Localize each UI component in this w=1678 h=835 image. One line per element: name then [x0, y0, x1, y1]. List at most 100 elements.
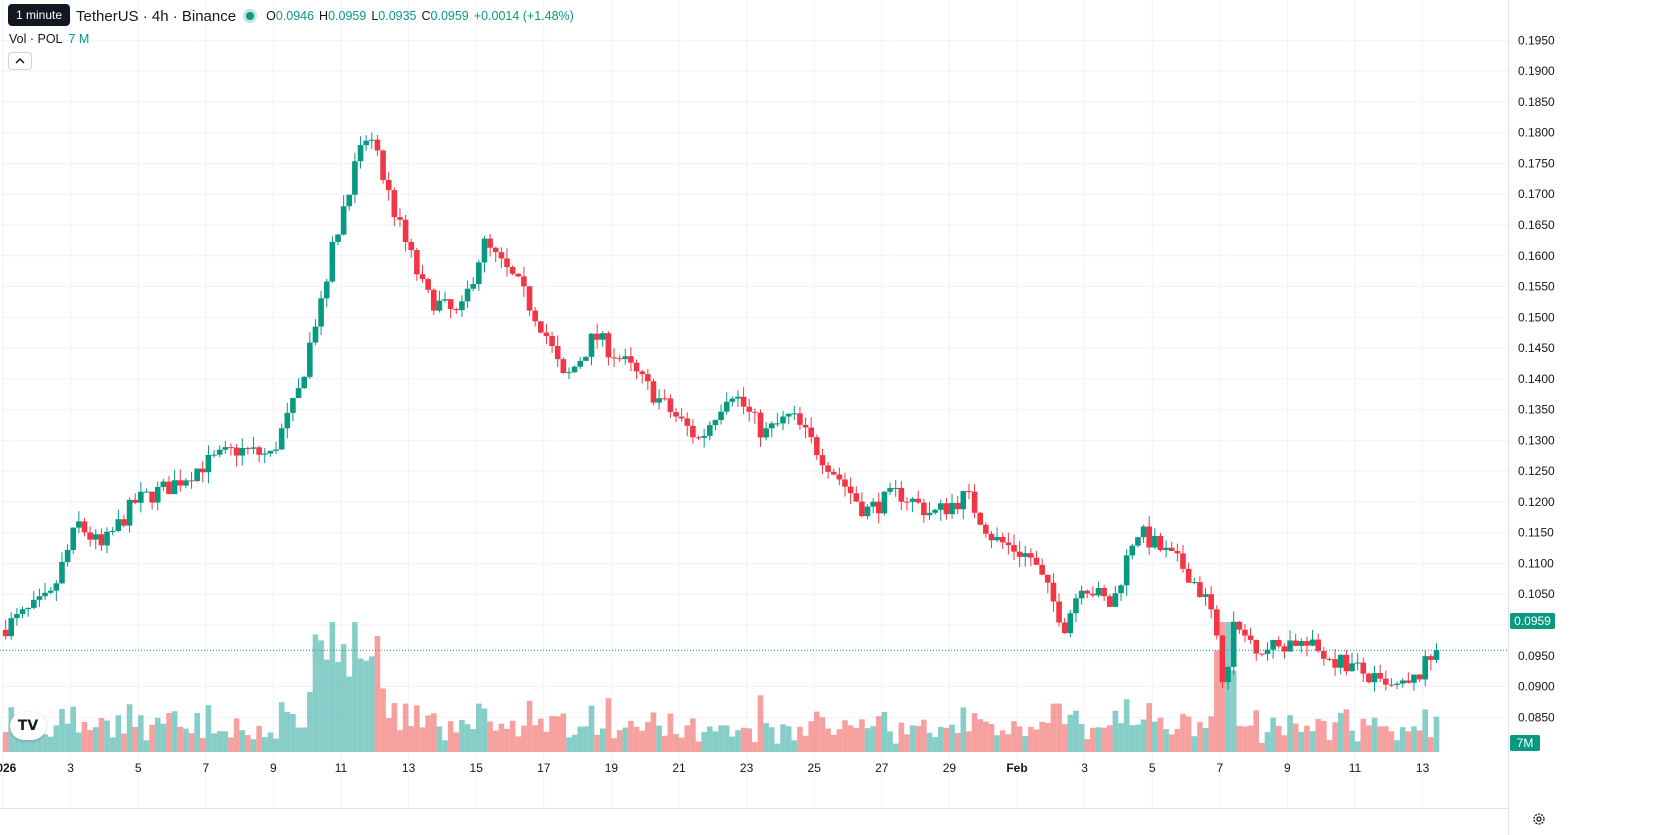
time-tick-label: 7 [1216, 761, 1223, 775]
candle-body [594, 333, 600, 340]
candle-body [757, 412, 764, 438]
candle-body [1428, 656, 1434, 660]
volume-bar [583, 726, 589, 752]
candle-body [830, 471, 837, 475]
volume-bar [1016, 726, 1023, 752]
volume-bar [470, 729, 476, 752]
candle-body [504, 258, 510, 267]
volume-bar [1315, 718, 1321, 752]
volume-bar [346, 676, 353, 752]
candle-body [228, 447, 234, 449]
candle-body [746, 406, 753, 412]
volume-bar [425, 715, 431, 752]
candle-body [526, 286, 533, 311]
volume-bar [1416, 730, 1423, 752]
candle-body [363, 140, 369, 146]
candle-body [1073, 598, 1079, 614]
volume-bar [1360, 718, 1367, 752]
volume-bar [177, 726, 184, 752]
volume-bar [645, 722, 651, 752]
volume-bar [1247, 725, 1254, 752]
volume-bar [149, 724, 155, 752]
candle-body [183, 480, 189, 486]
candle-body [983, 524, 989, 534]
candle-body [1016, 551, 1023, 557]
candle-body [909, 498, 916, 502]
volume-bar [1078, 724, 1085, 752]
settings-gear-icon[interactable] [1532, 812, 1546, 826]
candle-body [1304, 641, 1310, 646]
price-tick-label: 0.1300 [1518, 433, 1555, 447]
time-tick-label: 23 [740, 761, 754, 775]
volume-bar [498, 723, 505, 752]
price-tick-label: 0.1700 [1518, 187, 1555, 201]
volume-bar [543, 731, 550, 752]
candle-body [149, 491, 155, 503]
volume-bar [526, 700, 533, 752]
candle-body [859, 501, 865, 517]
candle-body [1433, 650, 1440, 660]
time-axis[interactable]: 2026 3 5 7 9 11 13 15 17 19 21 23 25 27 29 Feb 3 5 7 9 11 13 [0, 761, 1430, 775]
volume-bar [1292, 723, 1299, 752]
candle-body [273, 449, 279, 451]
candle-body [487, 238, 493, 248]
volume-bar [1377, 726, 1383, 752]
symbol-title[interactable]: TetherUS · 4h · Binance [76, 7, 237, 25]
volume-bar [1259, 743, 1265, 752]
price-axis[interactable]: 0.08500.09000.09500.10000.10500.11000.11… [1518, 33, 1555, 724]
candle-body [853, 493, 860, 502]
candle-body [1388, 684, 1395, 686]
candle-body [1225, 666, 1231, 683]
volume-bar [521, 725, 527, 752]
candle-body [588, 333, 595, 357]
volume-bar [380, 688, 386, 752]
volume-bar [419, 727, 426, 752]
volume-bar [814, 711, 820, 752]
collapse-legend-button[interactable] [8, 52, 32, 70]
volume-bar [1174, 728, 1181, 752]
volume-bar [678, 737, 685, 752]
volume-bar [487, 721, 493, 752]
price-tick-label: 0.0850 [1518, 710, 1555, 724]
volume-bar [1168, 734, 1175, 752]
candle-body [1259, 653, 1265, 655]
candle-body [960, 491, 967, 510]
volume-bar [921, 719, 927, 752]
volume-bar [1202, 728, 1209, 752]
candle-body [1366, 673, 1372, 683]
volume-bar [1112, 710, 1119, 752]
volume-bar [261, 737, 268, 752]
volume-bar [1411, 726, 1417, 752]
candle-body [385, 179, 392, 191]
candle-body [430, 289, 437, 311]
volume-bar [1197, 722, 1203, 752]
tradingview-logo[interactable]: TV [10, 712, 46, 740]
time-tick-label: Feb [1006, 761, 1027, 775]
volume-bar [1230, 670, 1237, 752]
candle-body [1140, 526, 1147, 538]
candle-body [1405, 680, 1412, 683]
price-tick-label: 0.1450 [1518, 341, 1555, 355]
volume-bar [915, 725, 922, 752]
chevron-up-icon [15, 58, 25, 64]
volume-bar [1033, 729, 1040, 752]
time-tick-label: 11 [1349, 761, 1362, 775]
time-tick-label: 7 [202, 761, 209, 775]
price-tick-label: 0.1050 [1518, 587, 1555, 601]
candle-body [1383, 678, 1389, 685]
volume-bar [1073, 710, 1079, 752]
volume-bar [138, 715, 144, 752]
candle-body [216, 449, 223, 455]
candle-body [808, 427, 814, 438]
volume-label[interactable]: Vol · POL [9, 32, 63, 46]
volume-bar [701, 732, 707, 752]
candle-body [583, 356, 589, 361]
candle-body [397, 217, 403, 220]
volume-bar [1366, 725, 1372, 752]
candle-body [126, 499, 133, 526]
candle-body [233, 447, 240, 456]
volume-bar [47, 736, 54, 752]
volume-bar [397, 730, 403, 752]
time-tick-label: 9 [270, 761, 277, 775]
